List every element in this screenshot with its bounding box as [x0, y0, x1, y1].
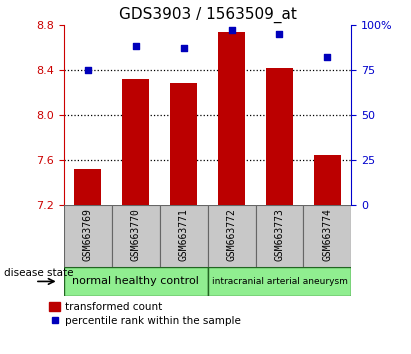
- Point: [276, 31, 283, 37]
- Text: GSM663772: GSM663772: [226, 209, 236, 262]
- Bar: [208, 205, 256, 267]
- Point: [324, 55, 331, 60]
- Bar: [266, 68, 293, 205]
- Bar: [74, 169, 101, 205]
- Bar: [256, 205, 303, 267]
- Text: GSM663771: GSM663771: [179, 209, 189, 262]
- Point: [228, 27, 235, 33]
- Bar: [64, 267, 208, 296]
- Bar: [122, 79, 149, 205]
- Bar: [159, 205, 208, 267]
- Bar: [171, 84, 197, 205]
- Text: disease state: disease state: [4, 268, 74, 278]
- Bar: [208, 267, 351, 296]
- Bar: [218, 32, 245, 205]
- Point: [132, 44, 139, 49]
- Bar: [112, 205, 159, 267]
- Bar: [314, 155, 341, 205]
- Text: GSM663773: GSM663773: [275, 209, 284, 262]
- Text: normal healthy control: normal healthy control: [72, 276, 199, 286]
- Bar: [64, 205, 112, 267]
- Text: intracranial arterial aneurysm: intracranial arterial aneurysm: [212, 277, 347, 286]
- Text: GSM663769: GSM663769: [83, 209, 92, 262]
- Bar: [303, 205, 351, 267]
- Point: [84, 67, 91, 73]
- Legend: transformed count, percentile rank within the sample: transformed count, percentile rank withi…: [48, 301, 242, 327]
- Point: [180, 45, 187, 51]
- Text: GSM663774: GSM663774: [323, 209, 332, 262]
- Text: GSM663770: GSM663770: [131, 209, 141, 262]
- Title: GDS3903 / 1563509_at: GDS3903 / 1563509_at: [119, 7, 296, 23]
